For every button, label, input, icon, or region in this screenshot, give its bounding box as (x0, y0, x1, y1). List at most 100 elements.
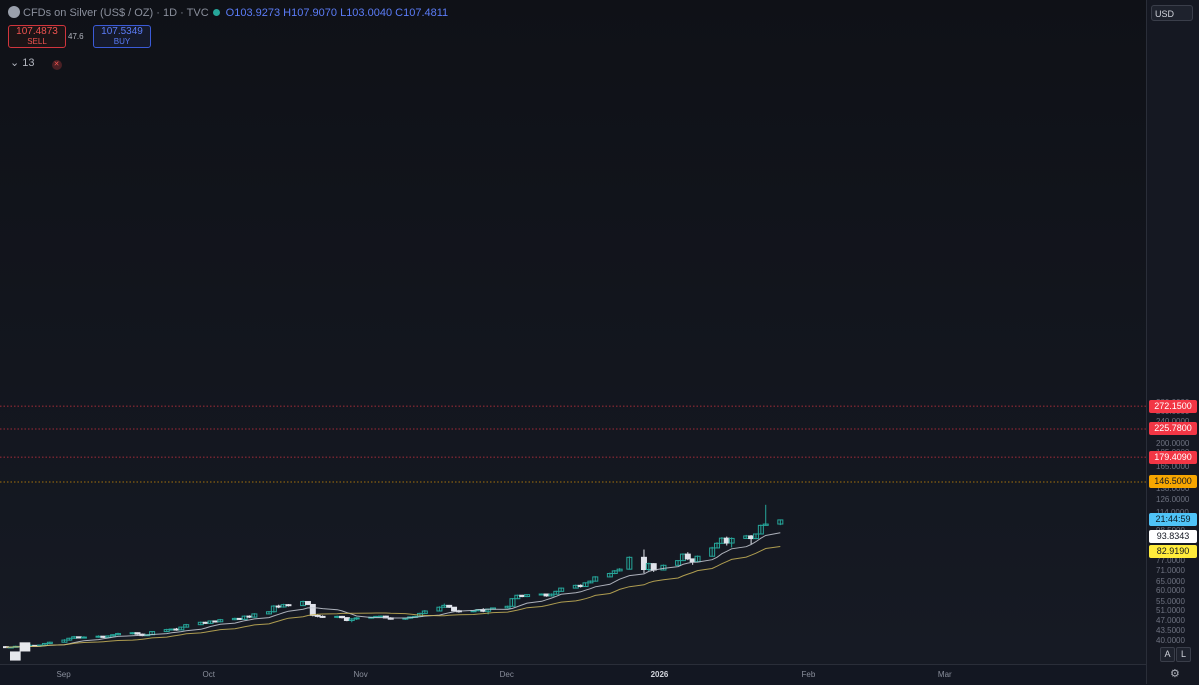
legend-separator: · (156, 7, 160, 19)
high-value: 107.9070 (291, 7, 337, 19)
time-axis[interactable]: Sep Oct Nov Dec 2026 Feb Mar (0, 664, 1146, 685)
candle-body (689, 558, 696, 563)
candle-body (509, 598, 516, 607)
auto-scale-button[interactable]: A (1160, 647, 1175, 662)
countdown-badge: 21:44:59 (1149, 513, 1197, 527)
price-tick-label: 114.0000 (1156, 507, 1189, 517)
gear-icon[interactable]: ⚙ (1170, 668, 1180, 680)
open-value: 103.9273 (234, 7, 281, 19)
time-tick-label: Dec (499, 670, 514, 679)
candle-body (265, 611, 272, 615)
symbol-logo-icon (8, 6, 20, 18)
candle-body (519, 594, 526, 598)
candle-body (183, 624, 190, 628)
ma-slow-line (5, 546, 781, 648)
close-icon[interactable]: ✕ (51, 60, 62, 70)
candle-body (173, 628, 180, 631)
indicators-toggle[interactable]: ⌄ 13 ✕ (10, 56, 62, 70)
price-chart[interactable] (0, 0, 1146, 664)
candle-body (582, 582, 589, 588)
candle-body (436, 606, 443, 612)
candle-body (640, 556, 647, 571)
candle-body (748, 535, 755, 540)
candle-body (558, 587, 565, 592)
candle-body (115, 633, 122, 636)
currency-select[interactable]: USD (1151, 5, 1193, 21)
candle-body (616, 568, 623, 572)
indicator-count: 13 (22, 57, 35, 69)
candle-body (309, 603, 316, 616)
price-tick-label: 240.0000 (1156, 416, 1190, 426)
time-tick-label: Mar (937, 670, 952, 679)
candle-body (451, 606, 458, 612)
candle-body (163, 629, 170, 633)
price-tick-label: 43.5000 (1156, 625, 1185, 635)
interval-label[interactable]: 1D (162, 7, 178, 19)
legend-separator: · (180, 7, 184, 19)
candle-body (446, 604, 453, 608)
price-tick-label: 200.0000 (1156, 438, 1190, 448)
candle-body (319, 615, 326, 618)
spread-value: 47.6 (68, 32, 84, 41)
sell-label: SELL (27, 37, 47, 46)
symbol-name[interactable]: CFDs on Silver (US$ / OZ) (23, 7, 154, 19)
price-tick-label: 77.0000 (1156, 555, 1185, 565)
log-scale-button[interactable]: L (1176, 647, 1191, 662)
candle-body (348, 618, 355, 621)
candle-body (538, 593, 545, 596)
candle-body (275, 605, 282, 608)
candle-body (353, 617, 360, 620)
candle-body (626, 556, 633, 570)
candle-body (212, 620, 219, 623)
candle-body (241, 615, 248, 620)
log-scale-label: L (1180, 649, 1186, 659)
ma-slow-badge: 82.9190 (1149, 545, 1197, 559)
candle-body (41, 642, 48, 646)
candle-body (421, 610, 428, 614)
candle-body (684, 553, 691, 560)
candle-body (246, 615, 253, 618)
chart-pane[interactable] (0, 0, 1146, 664)
candle-body (723, 537, 730, 544)
candle-body (100, 635, 107, 638)
time-tick-label: Feb (801, 670, 816, 679)
candle-body (168, 628, 175, 631)
candle-body (524, 594, 531, 598)
candle-body (611, 570, 618, 575)
alert-price-badge: 225.7800 (1149, 422, 1197, 436)
time-tick-label: Oct (202, 670, 215, 679)
ma-fast-badge: 93.8343 (1149, 530, 1197, 544)
buy-price: 107.5349 (101, 26, 143, 37)
sell-price: 107.4873 (16, 26, 58, 37)
price-tick-label: 40.0000 (1156, 636, 1185, 645)
price-tick-label: 71.0000 (1156, 565, 1185, 575)
buy-button[interactable]: 107.5349 BUY (93, 25, 151, 48)
price-tick-label: 47.0000 (1156, 616, 1185, 626)
price-axis[interactable]: 280.0000260.0000240.0000220.0000200.0000… (1146, 0, 1199, 684)
candle-body (304, 601, 311, 605)
candle-body (110, 634, 117, 637)
candle-body (236, 617, 243, 620)
auto-scale-label: A (1164, 649, 1171, 659)
time-tick-label: Sep (56, 670, 71, 679)
candle-body (762, 523, 769, 526)
candle-body (270, 605, 277, 613)
candle-body (178, 626, 185, 631)
candle-body (650, 563, 657, 571)
candle-body (757, 524, 764, 535)
candle-body (285, 604, 292, 607)
sell-button[interactable]: 107.4873 SELL (8, 25, 66, 48)
candle-body (377, 615, 384, 618)
candle-body (587, 580, 594, 584)
candle-body (553, 590, 560, 595)
candle-body (343, 617, 350, 621)
chevron-down-icon: ⌄ (10, 57, 20, 69)
candle-body (80, 636, 87, 639)
tradingview-logo[interactable]: ▄▀ (10, 643, 30, 660)
candle-body (76, 636, 83, 639)
candle-body (543, 593, 550, 597)
candle-body (66, 637, 73, 641)
high-label: H (283, 7, 292, 19)
price-tick-label: 65.0000 (1156, 576, 1185, 586)
alert-price-badge: 272.1500 (1149, 399, 1197, 413)
